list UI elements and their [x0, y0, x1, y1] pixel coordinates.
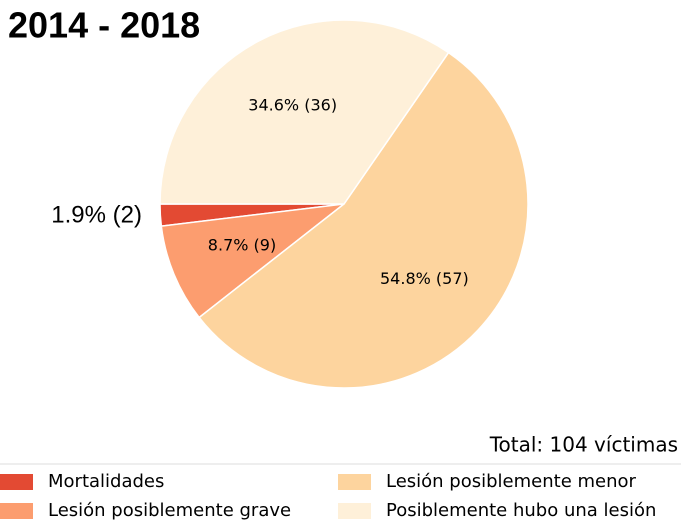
legend-swatch: [338, 474, 371, 490]
slice-label: 34.6% (36): [248, 96, 337, 115]
pie-slice: [160, 202, 347, 319]
legend-swatch: [0, 474, 33, 490]
legend-label: Posiblemente hubo una lesión: [386, 500, 656, 521]
legend-swatch: [338, 503, 371, 519]
legend-swatch: [0, 503, 33, 519]
chart-title: 2014 - 2018: [8, 5, 200, 46]
legend-label: Lesión posiblemente menor: [386, 471, 637, 492]
pie-slice: [159, 19, 450, 205]
legend-label: Lesión posiblemente grave: [48, 500, 291, 521]
legend-label: Mortalidades: [48, 471, 164, 492]
slice-label: 54.8% (57): [380, 269, 469, 288]
total-annotation: Total: 104 víctimas: [489, 433, 678, 457]
slice-label: 1.9% (2): [51, 202, 142, 229]
pie-slice: [198, 51, 529, 389]
slice-label: 8.7% (9): [208, 236, 276, 255]
